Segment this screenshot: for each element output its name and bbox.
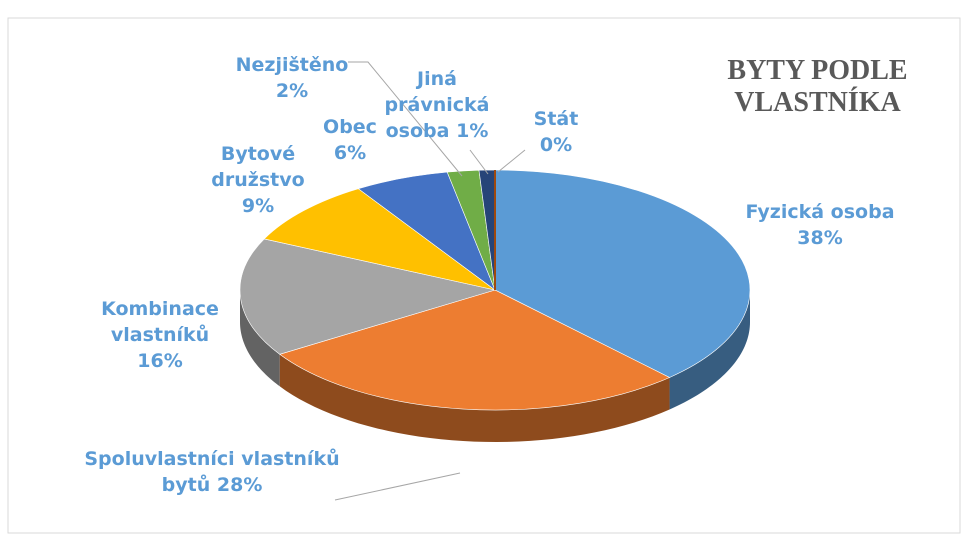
slice <box>279 289 671 411</box>
label-category: Jiná právnická osoba <box>384 68 490 142</box>
label-category: Obec <box>323 116 377 138</box>
label-category: Kombinace vlastníků <box>101 298 219 346</box>
data-label: Jiná právnická osoba 1% <box>367 66 507 144</box>
leader-line <box>469 149 489 175</box>
slice-side <box>669 290 750 410</box>
chart-title: BYTY PODLE VLASTNÍKA <box>727 55 908 118</box>
label-value: 1% <box>456 120 489 142</box>
label-value: 16% <box>137 350 183 372</box>
data-label: Spoluvlastníci vlastníků bytů 28% <box>62 446 362 498</box>
leader-line <box>348 61 463 177</box>
label-category: Spoluvlastníci vlastníků bytů <box>84 448 340 496</box>
label-category: Nezjištěno <box>235 54 349 76</box>
data-label: Nezjištěno 2% <box>227 52 357 104</box>
data-label: Bytové družstvo 9% <box>198 141 318 219</box>
slice <box>239 238 497 355</box>
data-label: Stát 0% <box>516 106 596 158</box>
data-label: Obec 6% <box>310 114 390 166</box>
label-value: 9% <box>241 195 275 217</box>
leader-line <box>334 472 461 501</box>
slice-side <box>240 290 280 387</box>
label-value: 38% <box>797 227 843 249</box>
label-category: Fyzická osoba <box>745 201 895 223</box>
slice <box>494 169 751 378</box>
label-category: Bytové družstvo <box>211 143 305 191</box>
data-label: Kombinace vlastníků 16% <box>85 296 235 374</box>
label-value: 2% <box>275 80 309 102</box>
label-category: Stát <box>533 108 579 130</box>
data-label: Fyzická osoba 38% <box>720 199 920 251</box>
slice-side <box>279 354 670 442</box>
label-value: 0% <box>539 134 573 156</box>
slice <box>263 188 496 291</box>
leader-line <box>497 149 526 173</box>
label-value: 28% <box>216 474 263 496</box>
label-value: 6% <box>333 142 367 164</box>
